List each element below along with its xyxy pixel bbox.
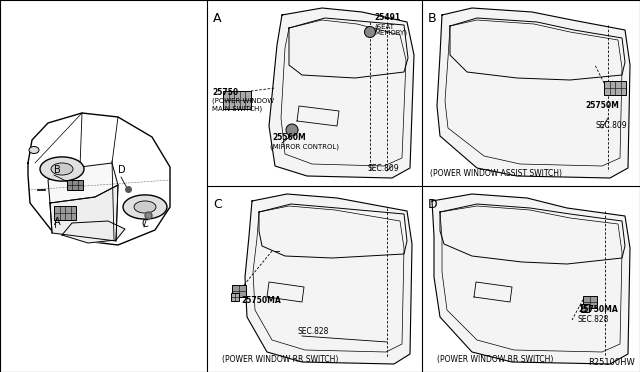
- Polygon shape: [245, 194, 412, 364]
- Bar: [604, 81, 626, 95]
- Bar: [232, 285, 246, 297]
- Text: 25750: 25750: [212, 88, 238, 97]
- Bar: [67, 180, 83, 190]
- Polygon shape: [437, 8, 630, 178]
- Bar: [581, 304, 589, 312]
- Text: SEC.828: SEC.828: [297, 327, 328, 336]
- Text: A: A: [213, 12, 221, 25]
- Bar: [231, 293, 239, 301]
- Polygon shape: [432, 194, 630, 364]
- Polygon shape: [28, 113, 170, 245]
- Text: B: B: [428, 12, 436, 25]
- Text: B: B: [54, 165, 61, 175]
- Text: R25100HW: R25100HW: [588, 358, 635, 367]
- Text: (SEAT: (SEAT: [374, 23, 394, 29]
- Bar: [583, 296, 597, 308]
- Text: 25491: 25491: [374, 13, 400, 22]
- Ellipse shape: [40, 157, 84, 181]
- Text: D: D: [428, 198, 438, 211]
- Polygon shape: [50, 185, 118, 241]
- Text: SEC.809: SEC.809: [595, 121, 627, 130]
- Polygon shape: [269, 8, 414, 178]
- Text: SEC.809: SEC.809: [367, 164, 399, 173]
- Text: SEC.828: SEC.828: [578, 315, 609, 324]
- Text: 25750M: 25750M: [585, 101, 619, 110]
- Text: MAIN SWITCH): MAIN SWITCH): [212, 106, 262, 112]
- Circle shape: [365, 26, 376, 38]
- Polygon shape: [48, 163, 118, 203]
- Bar: [54, 206, 76, 220]
- Text: (MIRROR CONTROL): (MIRROR CONTROL): [270, 143, 339, 150]
- Circle shape: [286, 124, 298, 136]
- Text: C: C: [213, 198, 221, 211]
- Text: D: D: [118, 165, 125, 175]
- Text: (POWER WINDOW: (POWER WINDOW: [212, 98, 274, 105]
- Text: (POWER WINDOW ASSIST SWITCH): (POWER WINDOW ASSIST SWITCH): [430, 169, 562, 178]
- Bar: [223, 91, 251, 109]
- Ellipse shape: [123, 195, 167, 219]
- Text: 25560M: 25560M: [272, 133, 306, 142]
- Text: MEMORY): MEMORY): [374, 30, 407, 36]
- Ellipse shape: [29, 147, 39, 154]
- Text: A: A: [54, 217, 61, 227]
- Polygon shape: [62, 221, 125, 243]
- Text: C: C: [142, 219, 148, 229]
- Ellipse shape: [51, 163, 73, 175]
- Text: 25750MA: 25750MA: [241, 296, 281, 305]
- Text: (POWER WINDOW RR SWITCH): (POWER WINDOW RR SWITCH): [222, 355, 339, 364]
- Text: (POWER WINDOW RR SWITCH): (POWER WINDOW RR SWITCH): [437, 355, 554, 364]
- Text: 25750MA: 25750MA: [578, 305, 618, 314]
- Ellipse shape: [134, 201, 156, 213]
